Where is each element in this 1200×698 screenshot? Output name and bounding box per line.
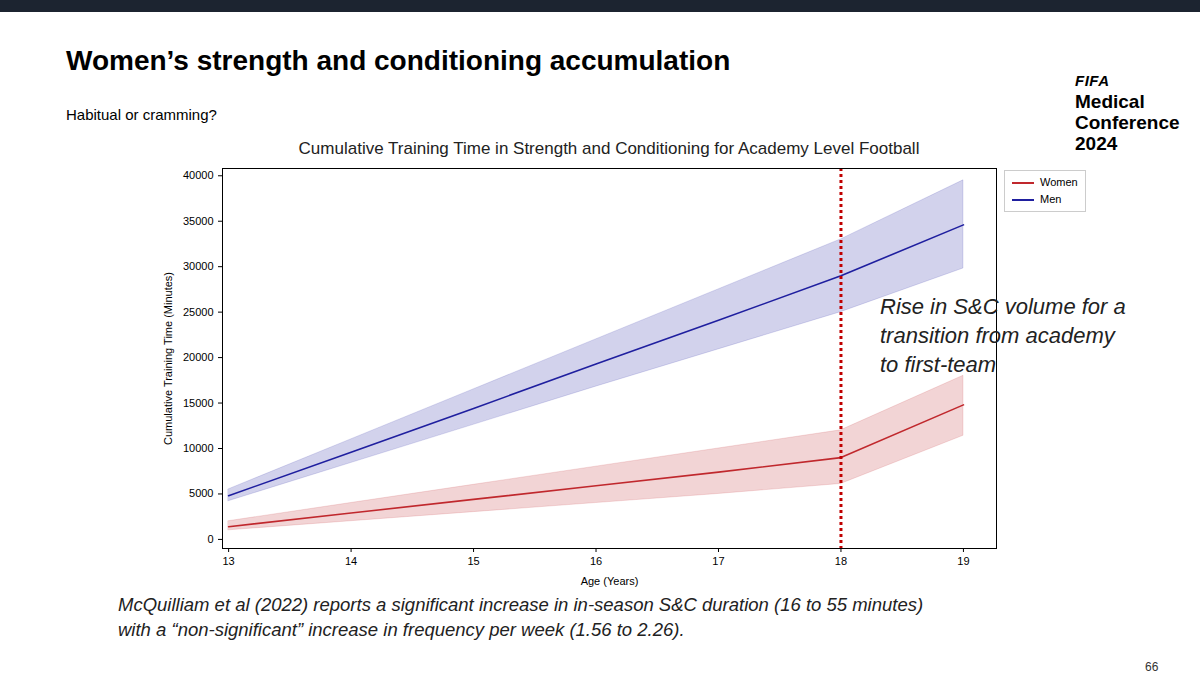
html-text:with a “non-significant” incre: with a “non-significant” increase in fre… [118,619,685,640]
html-text:Cumulative Training Time in St: Cumulative Training Time in Strength and… [298,139,920,158]
html-text:Habitual or cramming?: Habitual or cramming? [66,106,217,123]
svg-text:19: 19 [957,555,969,567]
svg-text:14: 14 [345,555,357,567]
svg-text:18: 18 [835,555,847,567]
html-text:Women: Women [1040,176,1078,188]
svg-text:15: 15 [467,555,479,567]
svg-text:35000: 35000 [183,215,214,227]
html-text:McQuilliam et al (2022) report: McQuilliam et al (2022) reports a signif… [118,594,924,615]
html-text:Men: Men [1040,193,1062,205]
html-text:to first-team: to first-team [880,352,997,377]
html-text:Rise in S&C volume for a: Rise in S&C volume for a [880,294,1126,319]
svg-text:40000: 40000 [183,169,214,181]
svg-text:5000: 5000 [189,487,213,499]
svg-text:13: 13 [222,555,234,567]
html-text:Conference: Conference [1075,112,1180,133]
html-text:Medical: Medical [1075,91,1145,112]
svg-text:15000: 15000 [183,397,214,409]
svg-text:Cumulative Training Time (Minu: Cumulative Training Time (Minutes) [162,272,174,445]
svg-text:16: 16 [590,555,602,567]
html-text:transition from academy: transition from academy [880,323,1115,348]
svg-text:Age (Years): Age (Years) [581,575,639,587]
html-text:Women’s strength and condition: Women’s strength and conditioning accumu… [66,45,731,76]
svg-text:10000: 10000 [183,442,214,454]
svg-text:25000: 25000 [183,306,214,318]
svg-text:30000: 30000 [183,260,214,272]
html-text:2024: 2024 [1075,133,1118,154]
html-text:FIFA: FIFA [1075,72,1110,89]
svg-text:17: 17 [712,555,724,567]
svg-text:20000: 20000 [183,351,214,363]
svg-text:0: 0 [207,533,213,545]
html-text:66: 66 [1145,660,1159,674]
